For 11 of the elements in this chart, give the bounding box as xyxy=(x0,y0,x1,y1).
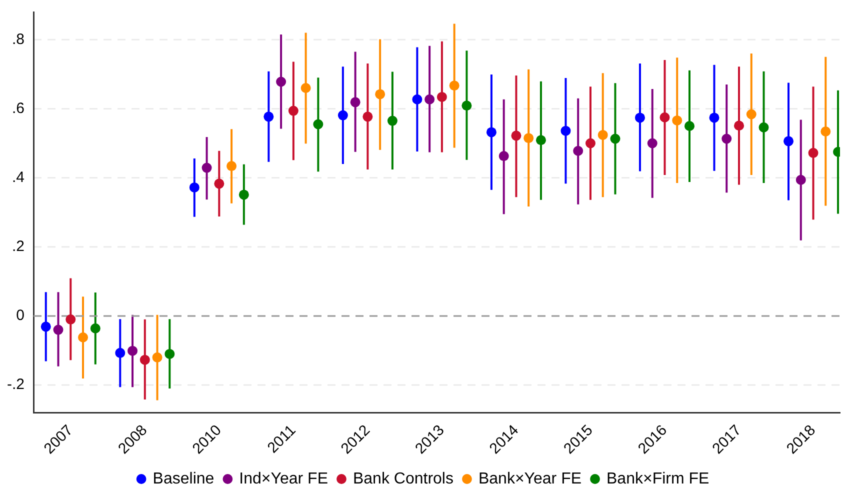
legend-label: Bank×Year FE xyxy=(478,470,582,488)
legend-label: Bank Controls xyxy=(352,470,454,488)
legend-label: Bank×Firm FE xyxy=(606,470,710,488)
legend-label: Baseline xyxy=(152,470,214,488)
legend-label: Ind×Year FE xyxy=(239,470,328,488)
y-tick-label: 0 xyxy=(16,307,25,324)
y-tick-label: .6 xyxy=(12,100,25,117)
y-tick-label: .8 xyxy=(12,30,25,48)
y-tick-label: .2 xyxy=(12,238,25,256)
y-tick-label: -.2 xyxy=(6,376,25,394)
y-tick-label: .4 xyxy=(12,168,25,186)
